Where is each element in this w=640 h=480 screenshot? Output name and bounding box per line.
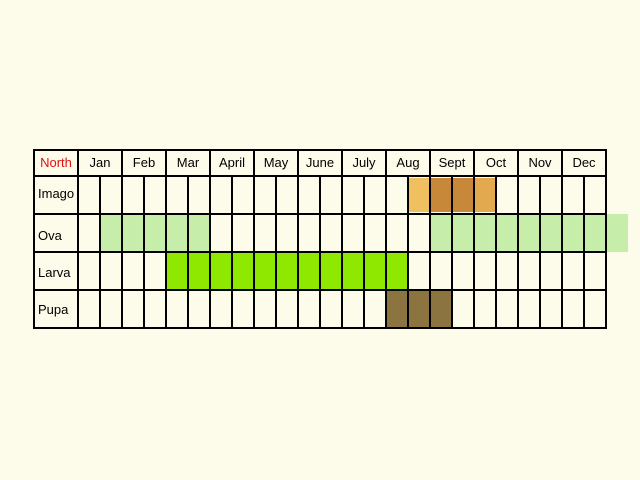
cell-fill-ova <box>166 214 188 252</box>
month-header-may: May <box>263 155 289 170</box>
cell-fill-ova <box>122 214 144 252</box>
month-header-oct: Oct <box>485 155 507 170</box>
cell-fill-pupa <box>386 290 408 328</box>
month-header-july: July <box>352 155 376 170</box>
cell-fill-larva <box>298 252 320 290</box>
cell-fill-larva <box>386 252 408 290</box>
month-header-nov: Nov <box>528 155 552 170</box>
cell-fill-ova <box>496 214 518 252</box>
month-header-april: April <box>218 155 245 170</box>
row-label-ova: Ova <box>38 228 62 243</box>
row-label-larva: Larva <box>38 265 71 280</box>
cell-fill-ova <box>188 214 210 252</box>
cell-fill-larva <box>342 252 364 290</box>
cell-fill-ova <box>474 214 496 252</box>
cell-fill-larva <box>188 252 210 290</box>
hemisphere-label: North <box>40 155 72 170</box>
cell-fill-ova <box>452 214 474 252</box>
cell-fill-larva <box>210 252 232 290</box>
cell-fill-pupa <box>408 290 430 328</box>
cell-fill-larva <box>276 252 298 290</box>
cell-fill-ova <box>584 214 606 252</box>
row-label-pupa: Pupa <box>38 302 69 317</box>
cell-fill-ova <box>540 214 562 252</box>
month-header-aug: Aug <box>396 155 420 170</box>
month-header-feb: Feb <box>132 155 156 170</box>
month-header-jan: Jan <box>89 155 111 170</box>
cell-fill-imago <box>474 178 496 212</box>
cell-fill-larva <box>166 252 188 290</box>
cell-fill-imago <box>430 178 452 212</box>
cell-fill-larva <box>254 252 276 290</box>
cell-fill-larva <box>364 252 386 290</box>
cell-fill-ova <box>430 214 452 252</box>
row-label-imago: Imago <box>38 186 75 201</box>
cell-fill-larva <box>320 252 342 290</box>
cell-fill-imago <box>408 178 430 212</box>
cell-fill-pupa <box>430 290 452 328</box>
month-header-mar: Mar <box>176 155 200 170</box>
cell-fill-ova <box>606 214 628 252</box>
cell-fill-ova <box>100 214 122 252</box>
cell-fill-ova <box>144 214 166 252</box>
cell-fill-ova <box>518 214 540 252</box>
month-header-june: June <box>305 155 335 170</box>
month-header-sept: Sept <box>438 155 466 170</box>
cell-fill-larva <box>232 252 254 290</box>
cell-fill-ova <box>562 214 584 252</box>
cell-fill-imago <box>452 178 474 212</box>
month-header-dec: Dec <box>572 155 596 170</box>
